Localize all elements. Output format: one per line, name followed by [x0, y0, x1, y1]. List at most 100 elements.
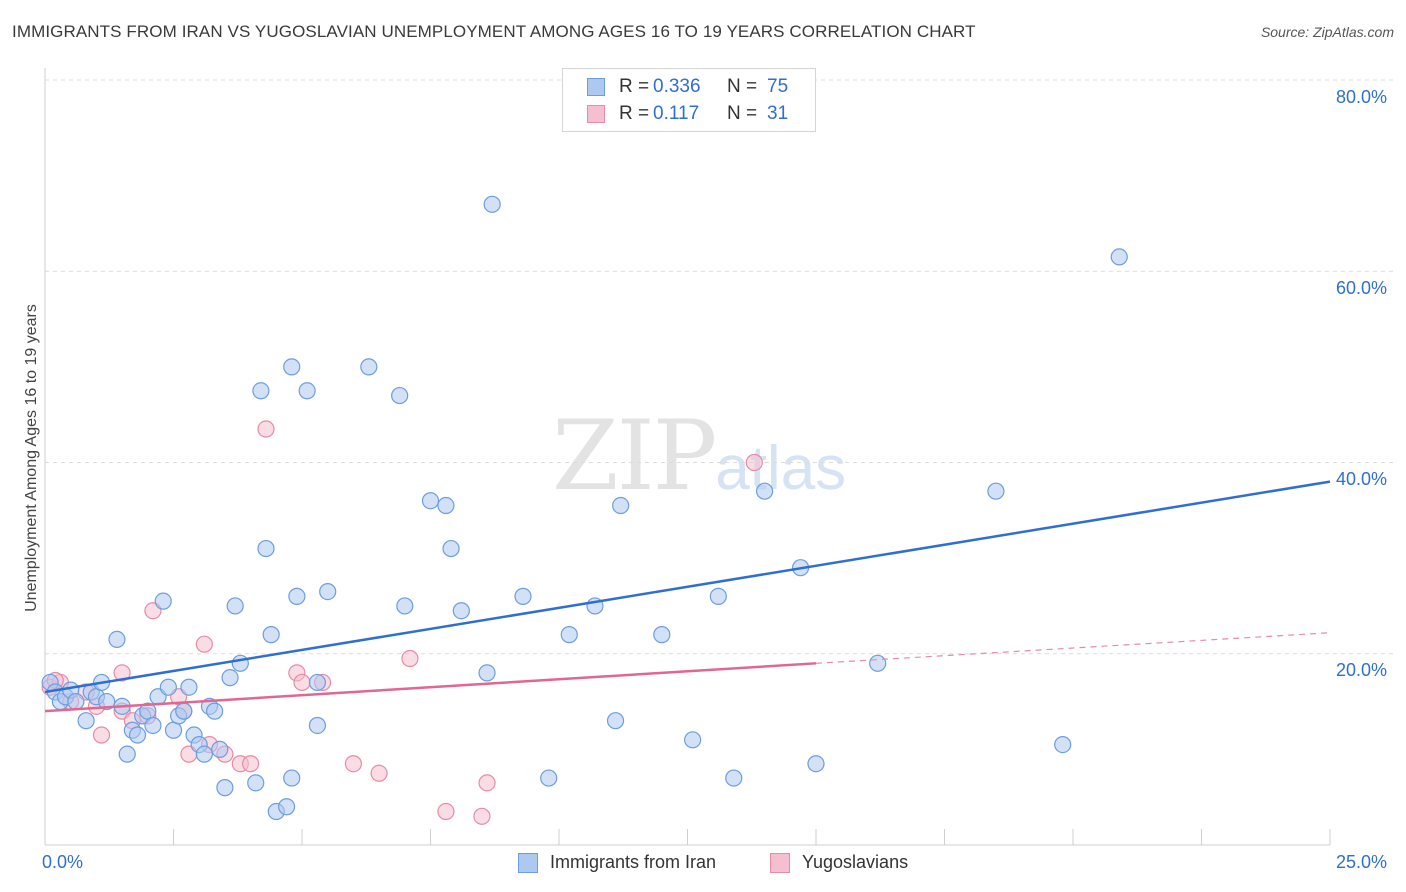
- legend-swatch-blue: [518, 852, 538, 873]
- yugoslavians-points: [41, 420, 763, 825]
- iran-point: [478, 664, 496, 682]
- iran-point: [98, 692, 116, 711]
- legend-row-iran: R = 0.336 N = 75: [587, 76, 788, 98]
- iran-point: [360, 358, 378, 376]
- iran-point: [725, 769, 743, 787]
- iran-point: [308, 716, 327, 735]
- iran-point: [396, 597, 414, 615]
- iran-point: [452, 602, 470, 620]
- iran-point: [606, 712, 625, 730]
- iran-point: [206, 702, 224, 720]
- source-label: Source: ZipAtlas.com: [1260, 24, 1394, 40]
- legend-n-value: 75: [767, 76, 789, 97]
- chart-title: IMMIGRANTS FROM IRAN VS YUGOSLAVIAN UNEM…: [12, 22, 976, 41]
- iran-point: [128, 726, 147, 744]
- iran-point: [108, 630, 126, 649]
- yugoslavians-point: [473, 807, 491, 825]
- iran-point: [709, 587, 727, 605]
- iran-point: [987, 482, 1005, 500]
- yugoslavians-point: [195, 635, 213, 653]
- iran-point: [298, 382, 316, 400]
- series-legend: Immigrants from Iran Yugoslavians: [0, 852, 1406, 876]
- yugoslavians-point: [257, 420, 275, 438]
- iran-point: [1054, 735, 1072, 754]
- iran-point: [283, 769, 301, 787]
- iran-point: [288, 587, 306, 605]
- iran-point: [612, 496, 630, 515]
- yugoslavians-point: [401, 649, 419, 668]
- grid: [45, 79, 1395, 655]
- iran-point: [154, 592, 172, 610]
- iran-point: [231, 654, 249, 672]
- iran-point: [144, 716, 162, 735]
- yugoslavians-point: [478, 774, 496, 792]
- iran-point: [283, 358, 301, 376]
- y-tick-label-20: 20.0%: [1336, 660, 1388, 680]
- legend-r-value: 0.336: [653, 76, 701, 97]
- iran-point: [118, 745, 136, 763]
- iran-points: [41, 195, 1128, 821]
- legend-r-value: 0.117: [653, 103, 700, 124]
- iran-point: [195, 745, 213, 763]
- legend-n-value: 31: [767, 103, 789, 124]
- iran-point: [319, 582, 337, 601]
- yugoslavians-trend-extension: [815, 632, 1331, 664]
- legend-item-iran[interactable]: Immigrants from Iran: [518, 852, 716, 873]
- legend-n-label: N =: [727, 103, 758, 124]
- yugoslavians-point: [344, 755, 362, 773]
- iran-point: [1110, 248, 1128, 266]
- legend-item-label: Immigrants from Iran: [550, 852, 717, 872]
- stats-legend: R = 0.336 N = 75 R = 0.117 N = 31: [562, 68, 816, 132]
- iran-point: [483, 195, 501, 213]
- iran-point: [391, 386, 409, 405]
- watermark-atlas: atlas: [715, 434, 847, 503]
- iran-point: [216, 779, 234, 797]
- iran-point: [175, 702, 193, 720]
- yugoslavians-point: [92, 726, 111, 744]
- legend-swatch-blue: [587, 78, 605, 96]
- iran-point: [226, 597, 244, 615]
- iran-point: [67, 692, 85, 711]
- axes: [44, 68, 1331, 846]
- iran-point: [437, 496, 455, 515]
- y-tick-label-40: 40.0%: [1336, 469, 1388, 489]
- legend-n-label: N =: [727, 76, 758, 97]
- iran-point: [159, 678, 177, 696]
- iran-point: [180, 678, 198, 696]
- yugoslavians-point: [437, 802, 455, 821]
- yugoslavians-point: [242, 755, 260, 773]
- iran-point: [164, 721, 183, 739]
- yugoslavians-point: [293, 673, 311, 692]
- iran-point: [560, 626, 578, 644]
- y-tick-label-60: 60.0%: [1336, 278, 1388, 298]
- iran-point: [869, 654, 887, 672]
- watermark: ZIPatlas: [552, 400, 846, 512]
- yugoslavians-point: [745, 453, 763, 472]
- iran-point: [252, 382, 270, 400]
- legend-item-label: Yugoslavians: [802, 852, 909, 872]
- iran-point: [653, 626, 671, 644]
- watermark-zip: ZIP: [552, 400, 717, 512]
- iran-point: [221, 669, 239, 687]
- yugoslavians-point: [370, 764, 388, 782]
- legend-swatch-pink: [770, 852, 790, 873]
- iran-point: [807, 755, 825, 773]
- iran-point: [257, 539, 275, 558]
- iran-point: [514, 587, 532, 605]
- legend-r-label: R =: [619, 103, 650, 124]
- iran-point: [262, 626, 280, 644]
- iran-point: [442, 539, 460, 558]
- iran-point: [308, 673, 327, 692]
- iran-point: [77, 712, 95, 730]
- y-tick-label-80: 80.0%: [1336, 87, 1388, 107]
- yugoslavians-trend-line: [44, 662, 817, 713]
- iran-point: [684, 731, 702, 749]
- yugoslavians-point: [113, 664, 131, 682]
- legend-item-yugoslavians[interactable]: Yugoslavians: [770, 852, 908, 873]
- iran-point: [421, 492, 440, 510]
- legend-swatch-pink: [587, 105, 605, 123]
- iran-point: [277, 798, 296, 816]
- trend-lines: [44, 480, 1331, 713]
- legend-r-label: R =: [619, 76, 650, 97]
- x-tick-label-max: 25.0%: [1336, 852, 1388, 872]
